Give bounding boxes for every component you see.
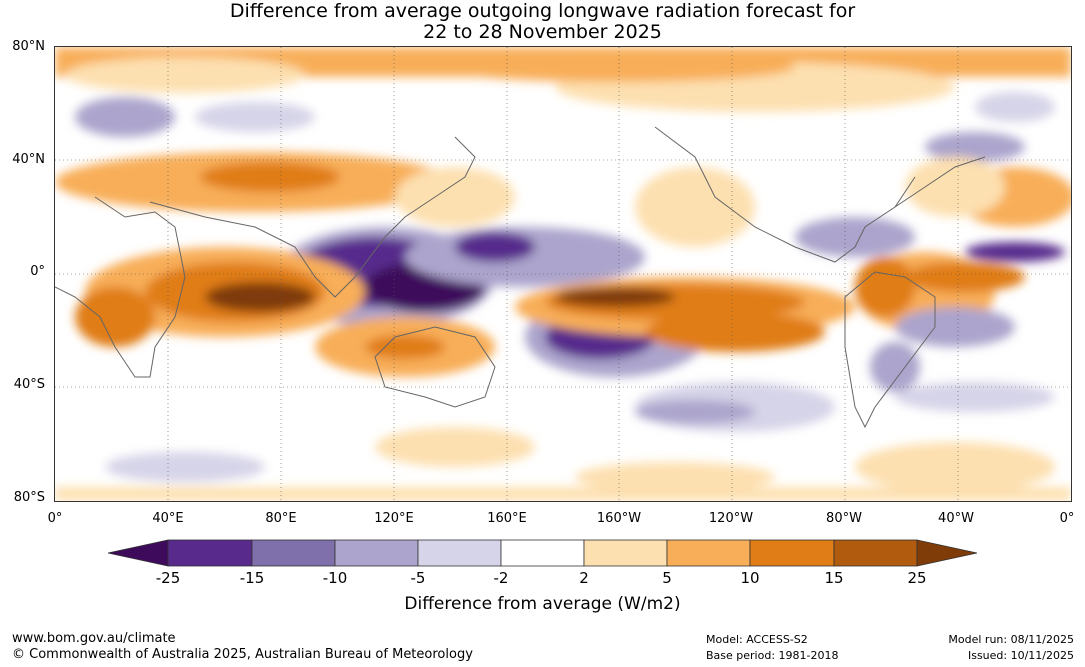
map-title-line2: 22 to 28 November 2025 (423, 21, 662, 43)
olr-anomaly-map (54, 46, 1072, 502)
lon-label-40w: 40°W (938, 511, 974, 526)
colorbar-swatch (500, 539, 585, 567)
colorbar-tick: -15 (239, 569, 265, 587)
colorbar-tick: -25 (155, 569, 181, 587)
map-canvas (55, 47, 1071, 501)
colorbar-tick: -5 (410, 569, 426, 587)
footer-copyright: © Commonwealth of Australia 2025, Austra… (12, 647, 473, 662)
colorbar-tick: -10 (322, 569, 348, 587)
footer-base-period: Base period: 1981-2018 (706, 649, 839, 662)
lon-label-80w: 80°W (826, 511, 862, 526)
footer-issued: Issued: 10/11/2025 (967, 649, 1074, 662)
lon-label-80e: 80°E (265, 511, 297, 526)
lat-label-0: 0° (30, 264, 45, 279)
footer-model-run: Model run: 08/11/2025 (948, 633, 1074, 646)
colorbar-swatch (583, 539, 668, 567)
gridlines (55, 47, 1071, 501)
lat-label-80s: 80°S (13, 490, 45, 505)
colorbar (108, 539, 978, 567)
lon-label-120e: 120°E (374, 511, 414, 526)
lat-label-40n: 40°N (12, 152, 45, 167)
colorbar-swatch (833, 539, 918, 567)
colorbar-swatch (251, 539, 336, 567)
lon-label-0-east: 0° (1059, 511, 1075, 526)
lat-label-80n: 80°N (12, 39, 45, 54)
coastlines (55, 126, 986, 429)
colorbar-tick: 5 (662, 569, 672, 587)
colorbar-swatch-min (108, 539, 169, 567)
footer-url[interactable]: www.bom.gov.au/climate (12, 631, 176, 646)
colorbar-label: Difference from average (W/m2) (404, 594, 681, 614)
colorbar-tick: 15 (824, 569, 844, 587)
colorbar-tick: 2 (579, 569, 589, 587)
lat-label-40s: 40°S (13, 377, 45, 392)
anomaly-field (55, 47, 1071, 501)
footer-model: Model: ACCESS-S2 (706, 633, 808, 646)
colorbar-swatch (167, 539, 253, 567)
lon-label-0: 0° (47, 511, 63, 526)
colorbar-swatch-max (916, 539, 978, 567)
map-title-line1: Difference from average outgoing longwav… (229, 0, 856, 22)
lon-label-40e: 40°E (152, 511, 184, 526)
colorbar-swatch (417, 539, 502, 567)
lon-label-160e: 160°E (487, 511, 527, 526)
colorbar-tick: -2 (493, 569, 509, 587)
colorbar-swatch (749, 539, 835, 567)
colorbar-swatch (666, 539, 751, 567)
lon-label-120w: 120°W (708, 511, 754, 526)
colorbar-swatch (334, 539, 419, 567)
colorbar-tick: 25 (907, 569, 927, 587)
lon-label-160w: 160°W (596, 511, 642, 526)
colorbar-tick: 10 (740, 569, 760, 587)
